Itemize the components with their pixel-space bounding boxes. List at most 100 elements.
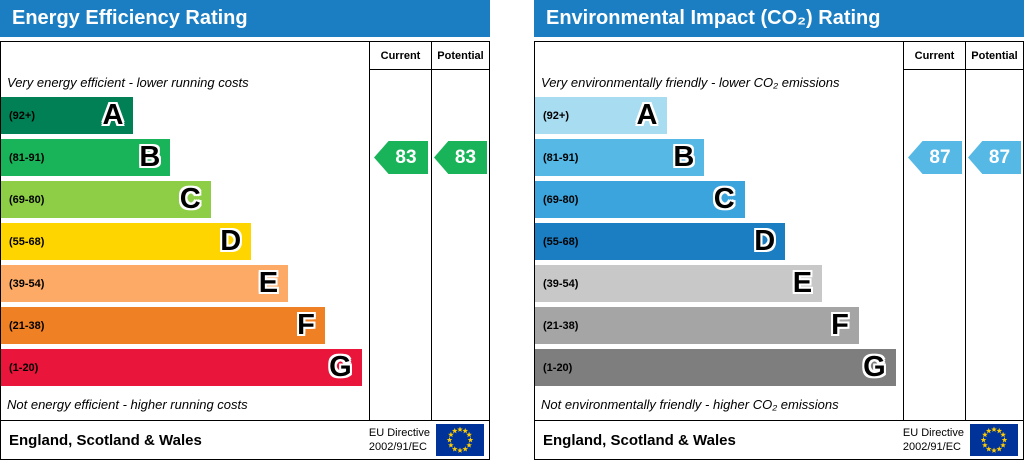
band-row-d: (55-68) D — [535, 223, 903, 260]
band-letter: A — [636, 99, 658, 131]
potential-rating-arrow: 83 — [434, 141, 487, 174]
band-range-label: (92+) — [9, 109, 35, 122]
bottom-note: Not environmentally friendly - higher CO… — [541, 397, 839, 412]
band-range-label: (55-68) — [9, 235, 45, 248]
band-bar-c: (69-80) C — [535, 181, 745, 218]
eu-flag-icon — [436, 424, 484, 456]
band-row-a: (92+) A — [1, 97, 369, 134]
band-bar-a: (92+) A — [535, 97, 668, 134]
current-rating-arrow: 83 — [374, 141, 428, 174]
band-row-e: (39-54) E — [1, 265, 369, 302]
potential-column: Potential 83 — [431, 42, 489, 420]
band-range-label: (1-20) — [9, 361, 39, 374]
band-letter: D — [754, 225, 776, 257]
band-range-label: (1-20) — [543, 361, 573, 374]
band-letter: E — [792, 267, 813, 299]
bottom-note: Not energy efficient - higher running co… — [7, 397, 248, 412]
band-row-c: (69-80) C — [535, 181, 903, 218]
eu-directive-line1: EU Directive — [368, 426, 430, 439]
panel-title: Energy Efficiency Rating — [0, 0, 490, 37]
band-letter: B — [673, 141, 695, 173]
eu-directive-label: EU Directive 2002/91/EC — [369, 426, 430, 455]
potential-rating-value: 83 — [454, 146, 477, 168]
band-row-a: (92+) A — [535, 97, 903, 134]
current-rating-value: 83 — [395, 146, 417, 168]
bands-column: Very energy efficient - lower running co… — [1, 42, 369, 420]
current-column: Current 83 — [369, 42, 431, 420]
band-range-label: (21-38) — [9, 319, 45, 332]
band-bar-b: (81-91) B — [535, 139, 705, 176]
band-letter: F — [297, 309, 315, 341]
band-bar-g: (1-20) G — [1, 349, 362, 386]
band-letter: C — [713, 183, 735, 215]
band-bar-c: (69-80) C — [1, 181, 211, 218]
band-row-g: (1-20) G — [535, 349, 903, 386]
current-rating-value: 87 — [929, 146, 951, 168]
chart-area: Very energy efficient - lower running co… — [1, 42, 489, 420]
bands: (92+) A (81-91) B (69-80) C (55-68) D (39-54) E (2… — [535, 97, 903, 391]
band-range-label: (81-91) — [543, 151, 579, 164]
potential-rating-value: 87 — [988, 146, 1011, 168]
bands-column: Very environmentally friendly - lower CO… — [535, 42, 903, 420]
potential-column-header: Potential — [432, 42, 489, 70]
band-range-label: (21-38) — [543, 319, 579, 332]
band-row-d: (55-68) D — [1, 223, 369, 260]
band-bar-a: (92+) A — [1, 97, 134, 134]
top-note: Very environmentally friendly - lower CO… — [541, 75, 840, 90]
band-bar-e: (39-54) E — [1, 265, 289, 302]
current-rating-arrow: 87 — [908, 141, 962, 174]
band-range-label: (69-80) — [543, 193, 579, 206]
footer-row: England, Scotland & Wales EU Directive 2… — [1, 420, 489, 459]
band-letter: A — [102, 99, 124, 131]
energy-efficiency-panel: Energy Efficiency Rating Very energy eff… — [0, 0, 490, 460]
region-label: England, Scotland & Wales — [543, 431, 736, 449]
band-bar-b: (81-91) B — [1, 139, 171, 176]
band-range-label: (55-68) — [543, 235, 579, 248]
band-row-b: (81-91) B — [535, 139, 903, 176]
band-range-label: (81-91) — [9, 151, 45, 164]
band-bar-f: (21-38) F — [535, 307, 859, 344]
environmental-impact-panel: Environmental Impact (CO₂) Rating Very e… — [534, 0, 1024, 460]
band-letter: F — [831, 309, 849, 341]
band-row-c: (69-80) C — [1, 181, 369, 218]
current-column: Current 87 — [903, 42, 965, 420]
eu-directive-line2: 2002/91/EC — [902, 441, 961, 453]
band-bar-g: (1-20) G — [535, 349, 896, 386]
current-column-header: Current — [904, 42, 965, 70]
band-letter: D — [220, 225, 242, 257]
band-bar-f: (21-38) F — [1, 307, 325, 344]
band-letter: G — [863, 351, 886, 383]
band-range-label: (39-54) — [543, 277, 579, 290]
chart-area: Very environmentally friendly - lower CO… — [535, 42, 1023, 420]
band-letter: C — [179, 183, 201, 215]
footer-row: England, Scotland & Wales EU Directive 2… — [535, 420, 1023, 459]
band-bar-d: (55-68) D — [1, 223, 252, 260]
band-range-label: (92+) — [543, 109, 569, 122]
chart-box: Very energy efficient - lower running co… — [0, 41, 490, 460]
band-letter: G — [329, 351, 352, 383]
band-letter: B — [139, 141, 161, 173]
current-column-header: Current — [370, 42, 431, 70]
band-row-e: (39-54) E — [535, 265, 903, 302]
region-label: England, Scotland & Wales — [9, 431, 202, 449]
band-bar-d: (55-68) D — [535, 223, 786, 260]
chart-box: Very environmentally friendly - lower CO… — [534, 41, 1024, 460]
potential-column: Potential 87 — [965, 42, 1023, 420]
band-letter: E — [258, 267, 279, 299]
eu-directive-label: EU Directive 2002/91/EC — [903, 426, 964, 455]
top-note: Very energy efficient - lower running co… — [7, 75, 249, 90]
band-bar-e: (39-54) E — [535, 265, 823, 302]
eu-flag-icon — [970, 424, 1018, 456]
band-row-g: (1-20) G — [1, 349, 369, 386]
potential-column-header: Potential — [966, 42, 1023, 70]
potential-rating-arrow: 87 — [968, 141, 1021, 174]
eu-directive-line2: 2002/91/EC — [368, 441, 427, 453]
band-row-b: (81-91) B — [1, 139, 369, 176]
band-row-f: (21-38) F — [1, 307, 369, 344]
band-row-f: (21-38) F — [535, 307, 903, 344]
eu-directive-line1: EU Directive — [902, 426, 964, 439]
panel-title: Environmental Impact (CO₂) Rating — [534, 0, 1024, 37]
bands: (92+) A (81-91) B (69-80) C (55-68) D (39-54) E (2… — [1, 97, 369, 391]
band-range-label: (39-54) — [9, 277, 45, 290]
